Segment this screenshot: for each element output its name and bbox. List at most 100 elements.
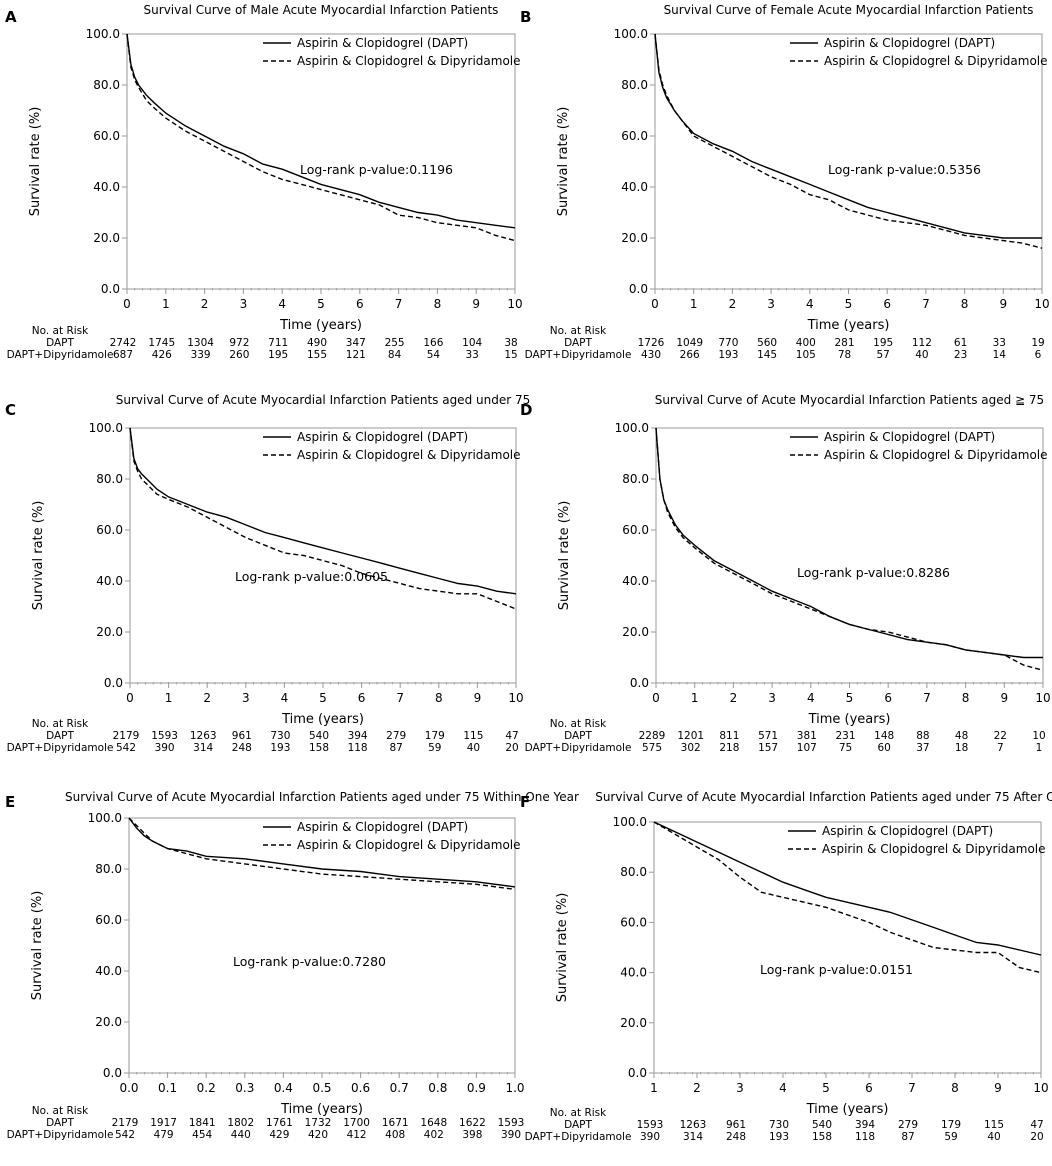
risk-count-triple: 14 (993, 349, 1007, 361)
series-line-dapt (128, 817, 516, 888)
risk-count-dapt: 540 (309, 730, 329, 742)
risk-count-triple: 390 (501, 1129, 521, 1141)
panel-label: F (520, 793, 530, 811)
y-tick-label: 100.0 (615, 421, 649, 435)
x-tick-label: 1 (162, 297, 170, 311)
risk-row-label-triple: DAPT+Dipyridamole (7, 742, 114, 754)
x-tick-label: 9 (999, 297, 1007, 311)
risk-count-dapt: 2179 (112, 1117, 139, 1129)
risk-count-triple: 193 (769, 1131, 789, 1143)
series-line-triple (655, 427, 1044, 671)
x-tick-label: 9 (1000, 691, 1008, 705)
logrank-pvalue: Log-rank p-value:0.0151 (760, 962, 913, 977)
risk-row-label-triple: DAPT+Dipyridamole (7, 1129, 114, 1141)
risk-count-triple: 390 (640, 1131, 660, 1143)
risk-count-dapt: 104 (462, 337, 482, 349)
y-axis-title: Survival rate (%) (555, 893, 570, 1003)
legend-label-dapt: Aspirin & Clopidogrel (DAPT) (822, 824, 993, 838)
x-tick-label: 4 (281, 691, 289, 705)
y-tick-label: 20.0 (620, 1016, 647, 1030)
risk-count-dapt: 1622 (459, 1117, 486, 1129)
x-tick-label: 0.2 (197, 1081, 216, 1095)
x-tick-label: 7 (395, 297, 403, 311)
risk-count-triple: 248 (232, 742, 252, 754)
series-line-triple (653, 821, 1042, 974)
risk-count-dapt: 38 (504, 337, 517, 349)
risk-count-dapt: 730 (769, 1119, 789, 1131)
risk-table-header: No. at Risk (32, 1105, 89, 1117)
risk-count-dapt: 115 (463, 730, 483, 742)
risk-count-triple: 23 (954, 349, 967, 361)
risk-table-header: No. at Risk (550, 325, 607, 337)
legend-label-dapt: Aspirin & Clopidogrel (DAPT) (297, 36, 468, 50)
risk-count-triple: 40 (915, 349, 928, 361)
risk-count-triple: 542 (116, 742, 136, 754)
x-tick-label: 9 (472, 297, 480, 311)
panel-label: D (520, 401, 532, 419)
x-tick-label: 1 (690, 297, 698, 311)
risk-count-triple: 420 (308, 1129, 328, 1141)
y-axis-title: Survival rate (%) (31, 501, 46, 611)
y-tick-label: 100.0 (89, 421, 123, 435)
risk-count-triple: 260 (229, 349, 249, 361)
risk-count-dapt: 972 (229, 337, 249, 349)
risk-count-triple: 37 (916, 742, 929, 754)
chart-title: Survival Curve of Acute Myocardial Infar… (655, 393, 1044, 407)
y-tick-label: 60.0 (96, 523, 123, 537)
y-tick-label: 0.0 (629, 282, 648, 296)
risk-count-triple: 1 (1036, 742, 1043, 754)
plot-frame (129, 427, 517, 684)
risk-row-label-triple: DAPT+Dipyridamole (525, 1131, 632, 1143)
risk-count-dapt: 394 (348, 730, 368, 742)
risk-count-dapt: 730 (270, 730, 290, 742)
x-tick-label: 10 (1033, 1081, 1048, 1095)
x-axis-title: Time (years) (806, 1102, 889, 1117)
chart-title: Survival Curve of Acute Myocardial Infar… (65, 790, 579, 804)
y-tick-label: 100.0 (88, 811, 122, 825)
risk-row-label-triple: DAPT+Dipyridamole (7, 349, 114, 361)
x-tick-label: 9 (994, 1081, 1002, 1095)
risk-count-triple: 302 (681, 742, 701, 754)
x-tick-label: 6 (883, 297, 891, 311)
risk-count-triple: 687 (113, 349, 133, 361)
risk-count-dapt: 255 (385, 337, 405, 349)
risk-row-label-dapt: DAPT (564, 337, 592, 349)
x-tick-label: 1.0 (505, 1081, 524, 1095)
risk-count-triple: 440 (231, 1129, 251, 1141)
x-axis-title: Time (years) (807, 318, 890, 333)
risk-count-dapt: 19 (1031, 337, 1044, 349)
legend-label-dapt: Aspirin & Clopidogrel (DAPT) (297, 430, 468, 444)
risk-table-header: No. at Risk (32, 325, 89, 337)
x-tick-label: 6 (865, 1081, 873, 1095)
risk-count-dapt: 490 (307, 337, 327, 349)
x-tick-label: 5 (845, 297, 853, 311)
x-tick-label: 7 (396, 691, 404, 705)
x-tick-label: 8 (962, 691, 970, 705)
legend-label-triple: Aspirin & Clopidogrel & Dipyridamole (297, 448, 521, 462)
risk-count-triple: 193 (270, 742, 290, 754)
y-axis-title: Survival rate (%) (557, 501, 572, 611)
risk-count-triple: 18 (955, 742, 968, 754)
chart-title: Survival Curve of Acute Myocardial Infar… (116, 393, 530, 407)
risk-count-triple: 145 (757, 349, 777, 361)
risk-count-triple: 78 (838, 349, 851, 361)
risk-count-triple: 60 (878, 742, 891, 754)
x-tick-label: 0 (652, 691, 660, 705)
x-tick-label: 0 (651, 297, 659, 311)
x-axis-title: Time (years) (281, 712, 364, 727)
risk-count-dapt: 571 (758, 730, 778, 742)
risk-count-triple: 20 (505, 742, 518, 754)
risk-count-triple: 118 (855, 1131, 875, 1143)
risk-count-dapt: 179 (425, 730, 445, 742)
risk-row-label-dapt: DAPT (564, 1119, 592, 1131)
panel-label: B (520, 8, 531, 26)
risk-count-triple: 75 (839, 742, 852, 754)
risk-count-dapt: 47 (1030, 1119, 1043, 1131)
y-tick-label: 60.0 (622, 523, 649, 537)
x-tick-label: 1 (165, 691, 173, 705)
risk-count-dapt: 400 (796, 337, 816, 349)
series-line-dapt (654, 33, 1042, 239)
x-tick-label: 10 (1034, 297, 1049, 311)
y-tick-label: 20.0 (622, 625, 649, 639)
x-axis-title: Time (years) (808, 712, 891, 727)
